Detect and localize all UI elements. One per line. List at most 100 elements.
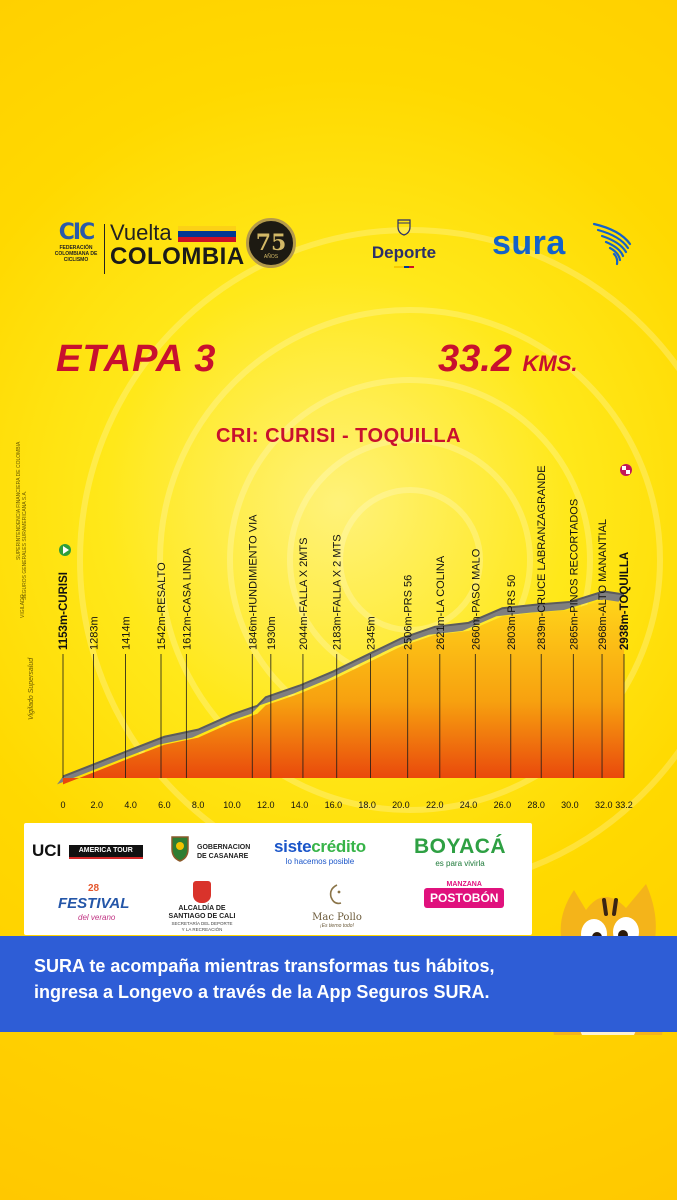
boyaca-logo: BOYACÁ es para vivirla [414,835,506,868]
x-tick-label: 20.0 [392,800,410,810]
x-tick-label: 26.0 [494,800,512,810]
festival-tagline: del verano [78,913,116,922]
waypoint-label: 2865m-PINOS RECORTADOS [568,499,580,650]
finish-flag-icon [620,464,632,476]
uci-word: UCI [32,841,62,860]
sura-word: SURA [492,224,566,262]
x-tick-label: 6.0 [158,800,171,810]
waypoint-label: 1414m [121,616,133,650]
waypoint-label: 1612m-CASA LINDA [181,547,193,650]
sura-logo: SURA [492,224,566,263]
profile-line [62,590,625,778]
waypoint-label: 2621m-LA COLINA [435,555,447,650]
waypoint-label: 1153m-CURISI [58,572,70,650]
x-tick-label: 32.0 [595,800,613,810]
x-tick-label: 14.0 [291,800,309,810]
ministerio-deporte-logo: Deporte [366,218,442,268]
profile-area [63,599,624,785]
cali-sub2: Y LA RECREACIÓN [181,927,223,932]
waypoint-label: 2660m-PASO MALO [470,548,482,650]
colombia-crest-icon [397,219,411,236]
casanare-text: GOBERNACION DE CASANARE [197,843,250,861]
tricolor-bar [394,266,414,268]
stage-title: ETAPA 3 [56,338,217,380]
festival-verano-logo: 28 FESTIVAL del verano [52,883,132,929]
distance-unit: KMS. [522,351,578,376]
cali-sub1: SECRETARÍA DEL DEPORTE [171,921,233,926]
sistecredito-b: crédito [311,837,366,856]
fcc-text: FEDERACIÓN COLOMBIANA DE CICLISMO [54,245,98,263]
festival-number: 28 [88,883,100,894]
x-tick-label: 4.0 [124,800,137,810]
mac-pollo-icon [329,884,342,905]
waypoint-label: 2938m-TOQUILLA [619,552,631,650]
elevation-profile-chart: 1153m-CURISI 1283m 1414m 1542m-RESALTO 1612m… [57,464,633,810]
america-tour-badge: AMERICA TOUR [68,844,143,859]
x-tick-label: 33.2 [615,800,633,810]
waypoint-label: 1846m-HUNDIMIENTO VIA [247,514,259,650]
x-tick-label: 30.0 [561,800,579,810]
sistecredito-tagline: lo hacemos posible [285,857,355,866]
casanare-crest-icon [171,836,189,862]
waypoint-label: 2044m-FALLA X 2MTS [298,538,310,651]
waypoint-label: 1930m [266,616,278,650]
waypoint-label: 2506m-PRS 56 [403,575,415,650]
vuelta-word: Vuelta [110,220,172,245]
mac-pollo-word: Mac Pollo [312,912,362,923]
badge-number: 75 [255,230,287,256]
postobon-word: POSTOBÓN [424,888,505,908]
sistecredito-logo: sistecrédito lo hacemos posible [274,837,366,866]
waypoint-label: 2803m-PRS 50 [506,575,518,650]
casanare-line2: DE CASANARE [197,853,249,860]
start-flag-icon [59,544,71,556]
x-tick-label: 24.0 [460,800,478,810]
x-tick-label: 28.0 [527,800,545,810]
x-tick-label: 2.0 [91,800,104,810]
stage-distance: 33.2 KMS. [438,338,578,381]
x-tick-label: 16.0 [325,800,343,810]
cali-line1: ALCALDÍA DE [178,905,226,912]
waypoint-label: 2968m-ALTO MANANTIAL [597,519,609,650]
alcaldia-cali-logo: ALCALDÍA DE SANTIAGO DE CALI SECRETARÍA … [162,881,242,933]
x-tick-label: 22.0 [426,800,444,810]
logo-row: CIC FEDERACIÓN COLOMBIANA DE CICLISMO Vu… [0,210,677,280]
colombia-flag-icon [178,226,236,242]
sponsor-panel: UCI AMERICA TOUR GOBERNACION DE CASANARE… [24,823,532,935]
badge-sub: AÑOS [263,254,279,260]
anniversary-badge: 75 AÑOS [246,218,296,268]
logo-divider [104,224,105,274]
uci-america-tour-logo: UCI AMERICA TOUR [32,841,143,861]
fcc-mark: CIC [58,220,95,245]
stage-subtitle: CRI: CURISI - TOQUILLA [215,425,462,447]
sistecredito-word: sistecrédito [274,837,366,857]
waypoint-label: 1542m-RESALTO [156,562,168,650]
cali-line2: SANTIAGO DE CALI [168,913,236,920]
sistecredito-a: siste [274,837,312,856]
boyaca-tagline: es para vivirla [435,859,485,868]
x-tick-label: 10.0 [223,800,241,810]
mac-pollo-logo: Mac Pollo ¡Es tierno todo! [307,883,367,929]
distance-value: 33.2 [438,338,512,380]
festival-word: FESTIVAL [58,895,130,912]
x-tick-label: 18.0 [358,800,376,810]
postobon-logo: MANZANA POSTOBÓN [424,881,505,908]
waypoint-label: 2345m [366,616,378,650]
cali-crest-icon [193,881,211,903]
x-tick-label: 8.0 [192,800,205,810]
sura-wing-icon [592,222,632,266]
fcc-logo: CIC FEDERACIÓN COLOMBIANA DE CICLISMO [52,220,100,280]
sura-banner: SURA te acompaña mientras transformas tu… [0,936,677,1032]
vuelta-colombia-logo: Vuelta COLOMBIA [110,222,245,270]
x-tick-label: 0 [60,800,65,810]
boyaca-word: BOYACÁ [414,835,507,858]
deporte-word: Deporte [371,243,437,262]
title-row: ETAPA 3 33.2 KMS. [0,338,677,388]
casanare-line1: GOBERNACION [197,844,251,851]
x-tick-label: 12.0 [257,800,275,810]
waypoint-label: 1283m [88,616,100,650]
banner-line2: ingresa a Longevo a través de la App Seg… [34,982,490,1002]
mac-pollo-tagline: ¡Es tierno todo! [320,923,354,929]
waypoint-label: 2183m-FALLA X 2 MTS [332,534,344,650]
colombia-word: COLOMBIA [110,243,245,270]
postobon-top: MANZANA [446,881,482,888]
